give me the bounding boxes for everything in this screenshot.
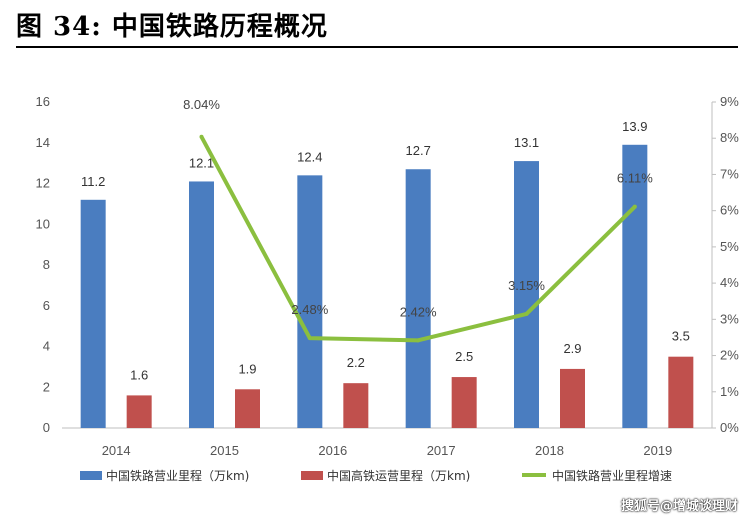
line-growth-point [416,338,421,343]
line-growth-point [307,336,312,341]
x-tick-label: 2014 [102,443,131,458]
bar-railway-mileage-label: 13.9 [622,119,647,134]
x-tick-label: 2015 [210,443,239,458]
title-rule [16,46,738,48]
y-right-tick-label: 5% [720,239,739,254]
y-left-tick-label: 12 [36,176,50,191]
y-left-tick-label: 14 [36,135,50,150]
y-left-tick-label: 16 [36,94,50,109]
line-growth-label: 8.04% [183,97,220,112]
line-growth-point [199,134,204,139]
bar-railway-mileage-label: 12.7 [406,143,431,158]
y-right-tick-label: 1% [720,384,739,399]
y-left-tick-label: 4 [43,339,50,354]
bar-railway-mileage [80,199,106,428]
bar-railway-mileage [622,144,648,428]
y-left-tick-label: 10 [36,216,50,231]
line-growth-point [524,311,529,316]
bar-railway-mileage-label: 12.4 [297,149,322,164]
legend-label-growth: 中国铁路营业里程增速 [552,468,672,483]
bar-hsr-mileage-label: 2.2 [347,355,365,370]
y-right-tick-label: 8% [720,130,739,145]
y-right-tick-label: 4% [720,275,739,290]
x-tick-label: 2017 [427,443,456,458]
bar-hsr-mileage [126,395,152,428]
bar-railway-mileage-label: 12.1 [189,155,214,170]
figure-title: 图 34: 中国铁路历程概况 [16,12,328,42]
legend-label-hsr: 中国高铁运营里程（万km) [327,468,470,483]
bar-railway-mileage-label: 11.2 [81,174,105,189]
y-left-tick-label: 6 [43,298,50,313]
line-growth-point [632,204,637,209]
y-right-tick-label: 9% [720,94,739,109]
bar-railway-mileage [514,161,539,428]
y-right-tick-label: 3% [720,311,739,326]
bar-hsr-mileage-label: 1.6 [130,367,148,382]
bar-hsr-mileage-label: 2.9 [563,341,581,356]
bar-hsr-mileage [668,356,694,428]
y-left-tick-label: 0 [43,420,50,435]
bar-hsr-mileage-label: 1.9 [238,361,256,376]
bar-hsr-mileage [235,389,260,428]
bar-hsr-mileage [451,377,477,428]
watermark: 搜狐号@增城谈理财 [620,499,738,514]
line-growth-label: 6.11% [617,171,653,186]
bar-hsr-mileage-label: 3.5 [672,329,690,344]
line-growth-label: 2.48% [291,302,328,317]
legend-swatch-railway [80,471,102,480]
legend-swatch-hsr [301,471,323,480]
bar-railway-mileage [297,175,323,428]
y-right-tick-label: 6% [720,203,739,218]
x-tick-label: 2018 [535,443,564,458]
y-left-tick-label: 2 [43,379,50,394]
y-right-tick-label: 2% [720,348,739,363]
bar-hsr-mileage [560,368,585,428]
bar-railway-mileage [189,181,214,428]
line-growth-label: 2.42% [400,304,437,319]
y-left-tick-label: 8 [43,257,50,272]
bar-railway-mileage-label: 13.1 [514,135,539,150]
x-tick-label: 2019 [643,443,672,458]
bar-hsr-mileage [343,383,369,428]
line-growth-label: 3.15% [508,278,545,293]
y-right-tick-label: 7% [720,166,739,181]
bar-railway-mileage [405,169,431,429]
x-tick-label: 2016 [318,443,347,458]
legend-label-railway: 中国铁路营业里程（万km) [106,468,249,483]
bar-hsr-mileage-label: 2.5 [455,349,473,364]
y-right-tick-label: 0% [720,420,739,435]
